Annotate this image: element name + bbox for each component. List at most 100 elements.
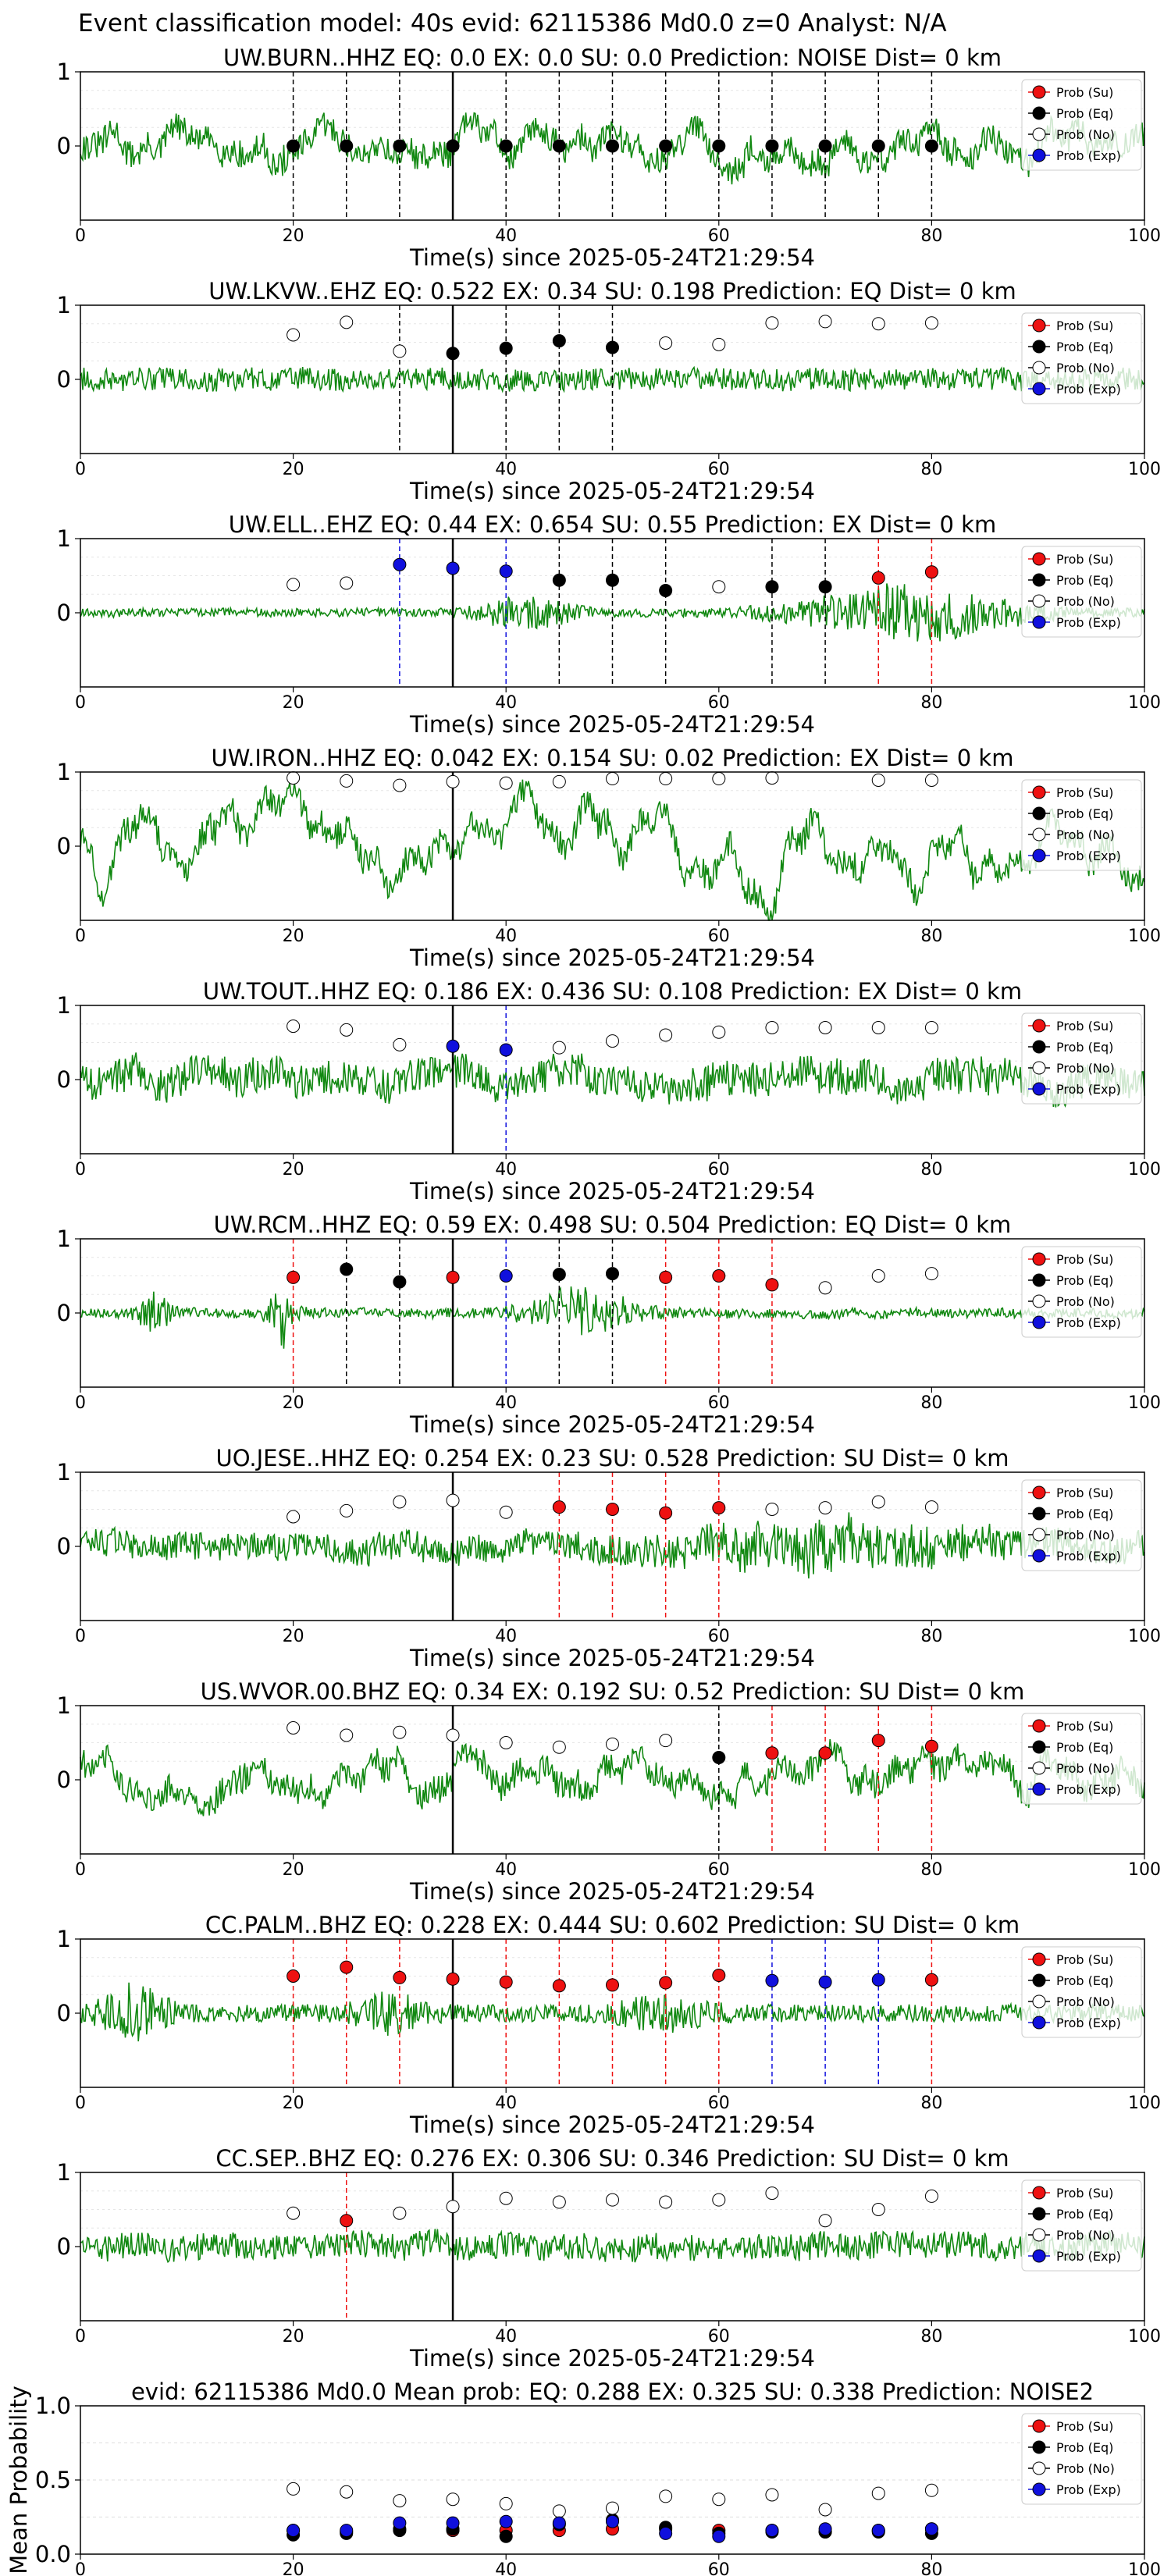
legend-label-1: Prob (Su) [1056,2186,1113,2201]
marker-probsu [871,571,885,585]
legend-label-2: Prob (Eq) [1056,573,1113,588]
marker-probno [659,336,673,350]
marker-probno [818,2214,832,2228]
x-tick-label: 80 [920,1860,942,1880]
x-tick-label: 80 [920,2327,942,2347]
y-tick-label: 1.0 [35,2393,71,2419]
marker-probno [712,337,726,351]
x-tick-label: 80 [920,2560,942,2576]
marker-probsu [606,1978,619,1992]
marker-probno [659,772,673,786]
legend-label-4: Prob (Exp) [1056,1082,1121,1097]
marker-probsu [659,1506,673,1520]
legend-marker [1032,127,1046,141]
legend-marker [1032,785,1046,799]
legend-label-1: Prob (Su) [1056,318,1113,333]
marker-probexp [552,2516,566,2530]
marker-probno [712,1025,726,1039]
panel-title: UO.JESE..HHZ EQ: 0.254 EX: 0.23 SU: 0.52… [215,1445,1009,1471]
marker-probno [340,576,354,590]
legend-frame [1021,2179,1142,2272]
panel-title: UW.RCM..HHZ EQ: 0.59 EX: 0.498 SU: 0.504… [214,1212,1012,1238]
marker-probno [765,2488,779,2502]
marker-probno [924,1500,938,1514]
legend-label-4: Prob (Exp) [1056,1782,1121,1797]
marker-probno [659,1028,673,1042]
marker-probeq [765,139,779,153]
marker-probno [924,2189,938,2203]
marker-probeq [340,1262,354,1276]
marker-probsu [393,1970,407,1984]
y-tick-label: 1 [57,992,71,1019]
marker-probeq [393,139,407,153]
y-tick-label: 0 [57,833,71,859]
legend-marker [1032,806,1046,820]
marker-probeq [606,573,619,587]
marker-probno [287,2482,301,2496]
x-tick-label: 100 [1128,693,1161,713]
marker-probno [871,2486,885,2500]
legend-marker [1032,318,1046,333]
legend-label-4: Prob (Exp) [1056,2482,1121,2497]
x-tick-label: 20 [283,693,304,713]
marker-probsu [287,1969,301,1983]
x-tick-label: 100 [1128,1860,1161,1880]
panel-title: UW.BURN..HHZ EQ: 0.0 EX: 0.0 SU: 0.0 Pre… [223,44,1002,71]
legend-label-4: Prob (Exp) [1056,849,1121,863]
waveform-trace [80,779,1145,921]
marker-probsu [712,1969,726,1983]
marker-probno [818,1501,832,1515]
panel-9: CC.PALM..BHZ EQ: 0.228 EX: 0.444 SU: 0.6… [57,1912,1161,2138]
y-tick-label: 0 [57,2233,71,2260]
x-tick-label: 60 [708,460,730,479]
legend-marker [1032,148,1046,162]
marker-probsu [924,565,938,579]
legend-marker [1032,615,1046,629]
y-tick-label: 0 [57,366,71,393]
x-tick-label: 40 [495,1160,517,1179]
x-tick-label: 20 [283,1160,304,1179]
legend-marker [1032,361,1046,375]
x-tick-label: 60 [708,927,730,946]
marker-probexp [287,2524,301,2538]
x-tick-label: 40 [495,460,517,479]
panel-title: UW.IRON..HHZ EQ: 0.042 EX: 0.154 SU: 0.0… [212,745,1014,771]
y-tick-label: 0 [57,133,71,159]
marker-probno [393,344,407,358]
marker-probno [393,1495,407,1509]
legend-label-1: Prob (Su) [1056,1252,1113,1267]
x-tick-label: 40 [495,927,517,946]
marker-probeq [552,139,566,153]
x-tick-label: 0 [75,1160,86,1179]
marker-probsu [552,1500,566,1514]
x-tick-label: 60 [708,2327,730,2347]
legend-marker [1032,382,1046,396]
x-axis-label: Time(s) since 2025-05-24T21:29:54 [409,2345,815,2371]
legend-10: Prob (Su) Prob (Eq) Prob (No) Prob (Exp) [1021,2179,1142,2272]
legend-marker [1032,1952,1046,1966]
marker-probsu [446,1972,460,1986]
marker-probeq [499,2529,513,2543]
legend-marker [1032,2440,1046,2454]
panel-8: US.WVOR.00.BHZ EQ: 0.34 EX: 0.192 SU: 0.… [57,1678,1161,1905]
x-axis-label: Time(s) since 2025-05-24T21:29:54 [409,1878,815,1905]
marker-probsu [924,1739,938,1753]
marker-probno [871,773,885,787]
marker-probno [552,1041,566,1055]
marker-probno [393,778,407,792]
marker-probno [446,1493,460,1507]
y-tick-label: 0 [57,600,71,626]
panel-2: UW.LKVW..EHZ EQ: 0.522 EX: 0.34 SU: 0.19… [57,278,1161,504]
legend-frame [1021,546,1142,638]
y-tick-label: 0 [57,1533,71,1560]
waveform-trace [80,112,1145,185]
marker-probno [712,580,726,594]
y-tick-label: 1 [57,1926,71,1952]
marker-probno [499,776,513,790]
x-tick-label: 60 [708,1393,730,1413]
marker-probno [340,1503,354,1517]
marker-probeq [552,1268,566,1282]
x-tick-label: 100 [1128,1393,1161,1413]
marker-probno [871,2203,885,2216]
